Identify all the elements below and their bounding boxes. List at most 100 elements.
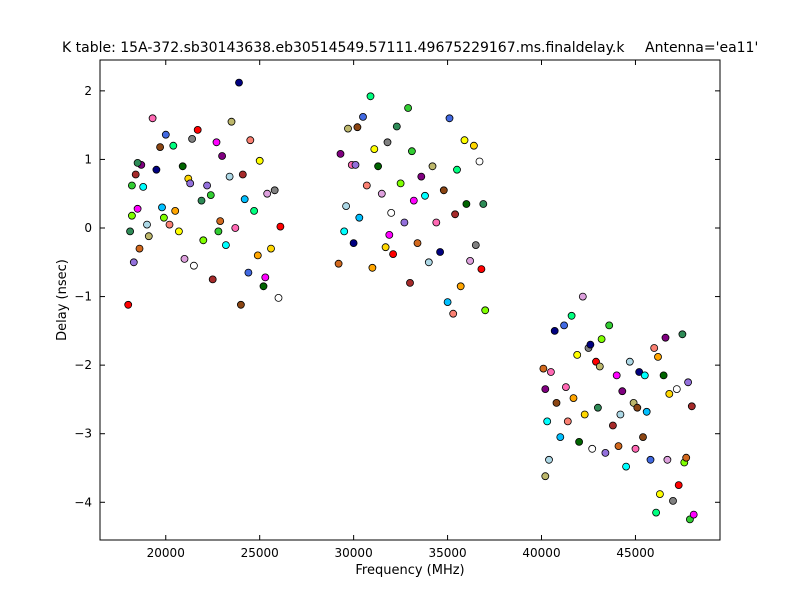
data-point xyxy=(409,196,418,205)
antenna-label: Antenna='ea11' xyxy=(645,40,758,56)
data-point xyxy=(436,248,445,256)
data-point xyxy=(240,195,249,204)
data-point xyxy=(253,251,262,260)
data-point xyxy=(682,453,691,462)
data-point xyxy=(661,333,670,342)
data-point xyxy=(562,383,570,392)
data-point xyxy=(421,191,429,200)
data-point xyxy=(462,200,471,208)
data-point xyxy=(349,239,358,248)
data-point xyxy=(156,143,165,152)
data-point xyxy=(238,170,247,179)
data-point xyxy=(131,170,140,179)
data-point xyxy=(208,275,217,284)
data-point xyxy=(385,230,394,239)
data-point xyxy=(231,224,240,232)
data-point xyxy=(616,410,625,419)
x-tick-label: 35000 xyxy=(428,546,466,560)
data-point xyxy=(225,172,234,181)
data-point xyxy=(545,455,553,464)
data-point xyxy=(180,254,189,263)
data-point xyxy=(250,206,259,215)
data-point xyxy=(449,309,458,318)
y-tick-label: −1 xyxy=(74,290,92,304)
data-point xyxy=(127,211,136,220)
data-point xyxy=(560,321,568,330)
data-point xyxy=(334,259,343,268)
data-point xyxy=(443,298,452,307)
y-tick-label: 1 xyxy=(84,152,92,166)
data-point xyxy=(186,179,195,188)
data-point xyxy=(595,362,604,371)
data-point xyxy=(133,204,142,213)
data-point xyxy=(456,282,465,291)
data-point xyxy=(227,117,236,126)
data-point xyxy=(366,92,375,101)
data-point xyxy=(424,258,433,267)
data-point xyxy=(340,227,349,236)
data-point xyxy=(567,311,576,320)
data-point xyxy=(543,417,552,426)
data-point xyxy=(413,239,422,248)
data-point xyxy=(270,186,279,195)
data-point xyxy=(479,200,488,208)
data-point xyxy=(650,344,659,352)
data-point xyxy=(684,378,692,387)
data-point xyxy=(539,364,548,373)
data-point xyxy=(563,417,572,426)
data-point xyxy=(635,368,644,376)
data-point xyxy=(541,385,550,394)
plot-frame xyxy=(99,59,721,541)
data-point xyxy=(687,402,696,411)
data-point xyxy=(389,250,398,259)
data-point xyxy=(674,481,683,490)
data-point xyxy=(221,241,230,250)
data-point xyxy=(189,261,198,270)
data-point xyxy=(578,292,587,301)
data-point xyxy=(216,217,225,226)
data-point xyxy=(663,455,672,464)
data-point xyxy=(199,236,208,245)
data-point xyxy=(432,218,441,227)
data-point xyxy=(469,141,478,150)
data-point xyxy=(143,220,151,229)
data-point xyxy=(133,158,142,167)
data-point xyxy=(417,172,426,181)
data-point xyxy=(161,130,170,139)
data-point xyxy=(404,104,413,112)
data-point xyxy=(453,165,461,174)
y-tick-label: −2 xyxy=(74,358,92,372)
data-point xyxy=(573,350,582,359)
data-point xyxy=(601,448,610,457)
x-tick-label: 40000 xyxy=(522,546,560,560)
data-point xyxy=(396,179,405,188)
data-point xyxy=(374,162,383,171)
data-point xyxy=(612,371,621,380)
data-point xyxy=(618,387,627,396)
data-point xyxy=(261,273,270,282)
data-point xyxy=(633,403,642,412)
x-tick-label: 30000 xyxy=(335,546,373,560)
data-point xyxy=(646,455,655,464)
y-tick-label: 2 xyxy=(84,84,92,98)
axis-ticks: 20000 25000 30000 35000 40000 45000 2 1 0 −1 −2 −3 −… xyxy=(74,60,720,560)
data-point xyxy=(605,321,614,330)
data-point xyxy=(640,371,649,380)
data-point xyxy=(477,265,486,274)
data-point xyxy=(451,210,460,219)
data-point xyxy=(406,278,414,287)
data-point xyxy=(383,138,392,147)
data-point xyxy=(126,227,135,236)
data-point xyxy=(586,340,595,349)
data-point xyxy=(267,244,275,253)
data-points xyxy=(124,78,698,524)
data-point xyxy=(212,138,221,147)
y-tick-label: 0 xyxy=(84,221,92,235)
data-point xyxy=(169,141,178,150)
data-point xyxy=(569,394,578,403)
data-point xyxy=(129,258,138,267)
data-point xyxy=(387,208,396,217)
data-point xyxy=(678,330,687,339)
data-point xyxy=(580,410,589,419)
